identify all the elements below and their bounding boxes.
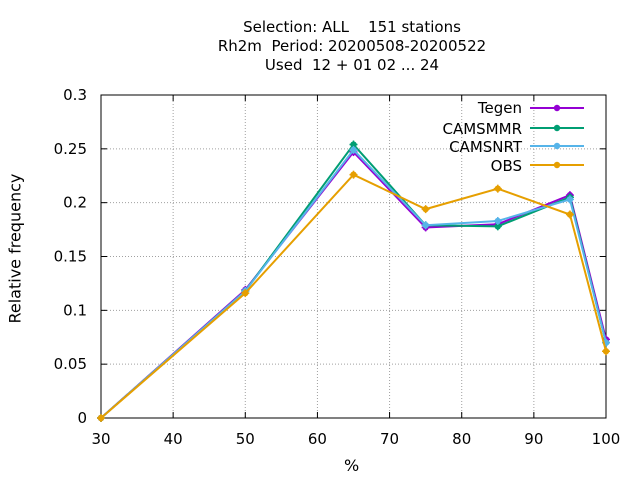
x-tick-label: 90 [524, 430, 543, 448]
y-tick-label: 0.2 [63, 194, 87, 212]
y-tick-label: 0.05 [54, 355, 87, 373]
x-tick-label: 100 [592, 430, 621, 448]
y-axis-label: Relative frequency [5, 173, 25, 324]
legend-label-camsnrt: CAMSNRT [449, 138, 522, 156]
x-tick-label: 40 [164, 430, 183, 448]
y-tick-label: 0.1 [63, 301, 87, 319]
series-line [100, 148, 607, 419]
legend-label-tegen: Tegen [477, 99, 522, 117]
legend-label-camsmmr: CAMSMMR [442, 120, 522, 138]
chart-title-line-1: Selection: ALL 151 stations [243, 18, 461, 36]
chart-title-line-3: Used 12 + 01 02 ... 24 [264, 56, 440, 74]
x-tick-label: 80 [452, 430, 471, 448]
y-tick-label: 0.15 [54, 248, 87, 266]
legend-marker [553, 142, 561, 150]
y-tick-label: 0.25 [54, 140, 87, 158]
legend-marker [553, 124, 561, 132]
x-tick-label: 30 [91, 430, 110, 448]
y-tick-label: 0 [77, 409, 87, 427]
series-line [100, 142, 607, 419]
chart-title-line-2: Rh2m Period: 20200508-20200522 [217, 37, 487, 55]
legend-marker [553, 104, 561, 112]
series-line [100, 150, 607, 419]
x-tick-label: 50 [236, 430, 255, 448]
y-tick-label: 0.3 [63, 86, 87, 104]
x-tick-label: 60 [308, 430, 327, 448]
x-tick-label: 70 [380, 430, 399, 448]
legend-label-obs: OBS [490, 157, 522, 175]
legend-marker [553, 161, 561, 169]
x-axis-label: % [344, 456, 360, 475]
